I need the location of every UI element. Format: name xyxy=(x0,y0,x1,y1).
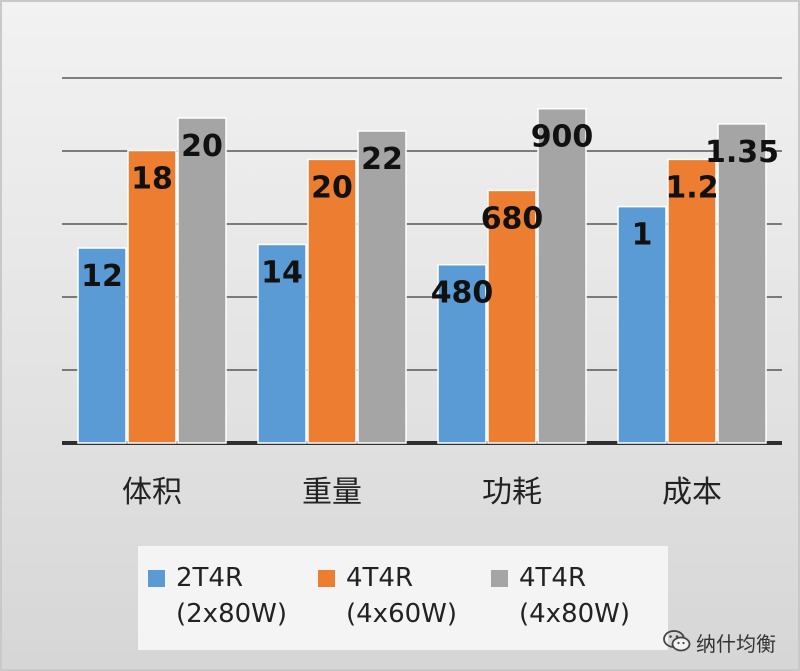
data-label-成本-series-3: 1.35 xyxy=(705,135,779,170)
data-label-重量-series-2: 20 xyxy=(311,170,353,205)
legend-label-series-3: 4T4R (4x80W) xyxy=(519,563,631,629)
data-label-功耗-series-2: 680 xyxy=(481,201,544,236)
legend: 2T4R (2x80W) 4T4R (4x60W) 4T4R (4x80W) xyxy=(138,546,668,650)
bar-成本-series-2 xyxy=(667,158,717,444)
bar-体积-series-1 xyxy=(77,247,127,444)
category-axis-labels: 体积 重量 功耗 成本 xyxy=(122,475,722,510)
bar-成本-series-3 xyxy=(717,123,767,444)
data-label-体积-series-1: 12 xyxy=(81,259,123,294)
wechat-icon xyxy=(663,630,691,652)
data-label-体积-series-2: 18 xyxy=(131,162,173,197)
category-label-4: 成本 xyxy=(662,475,722,510)
data-label-功耗-series-3: 900 xyxy=(531,120,594,155)
category-label-3: 功耗 xyxy=(482,475,542,510)
bar-重量-series-2 xyxy=(307,158,357,444)
legend-label-series-2: 4T4R (4x60W) xyxy=(346,563,458,629)
data-label-重量-series-1: 14 xyxy=(261,255,303,290)
bars-layer xyxy=(77,107,767,444)
legend-swatch-series-3 xyxy=(491,570,508,587)
data-label-成本-series-2: 1.2 xyxy=(665,170,718,205)
data-label-重量-series-3: 22 xyxy=(361,142,403,177)
bar-成本-series-1 xyxy=(617,205,667,444)
bar-体积-series-2 xyxy=(127,149,177,444)
bar-重量-series-3 xyxy=(357,130,407,444)
legend-swatch-series-2 xyxy=(318,570,335,587)
bar-功耗-series-3 xyxy=(537,107,587,444)
legend-swatch-series-1 xyxy=(148,570,165,587)
category-label-2: 重量 xyxy=(302,475,362,510)
category-label-1: 体积 xyxy=(122,475,182,510)
watermark-text: 纳什均衡 xyxy=(696,632,776,656)
data-label-功耗-series-1: 480 xyxy=(431,276,494,311)
bar-重量-series-1 xyxy=(257,243,307,444)
data-label-成本-series-1: 1 xyxy=(632,218,653,253)
legend-label-series-1: 2T4R (2x80W) xyxy=(176,563,288,629)
bar-体积-series-3 xyxy=(177,117,227,444)
bar-功耗-series-2 xyxy=(487,189,537,444)
bar-功耗-series-1 xyxy=(437,263,487,444)
watermark: 纳什均衡 xyxy=(662,626,798,658)
data-label-体积-series-3: 20 xyxy=(181,129,223,164)
